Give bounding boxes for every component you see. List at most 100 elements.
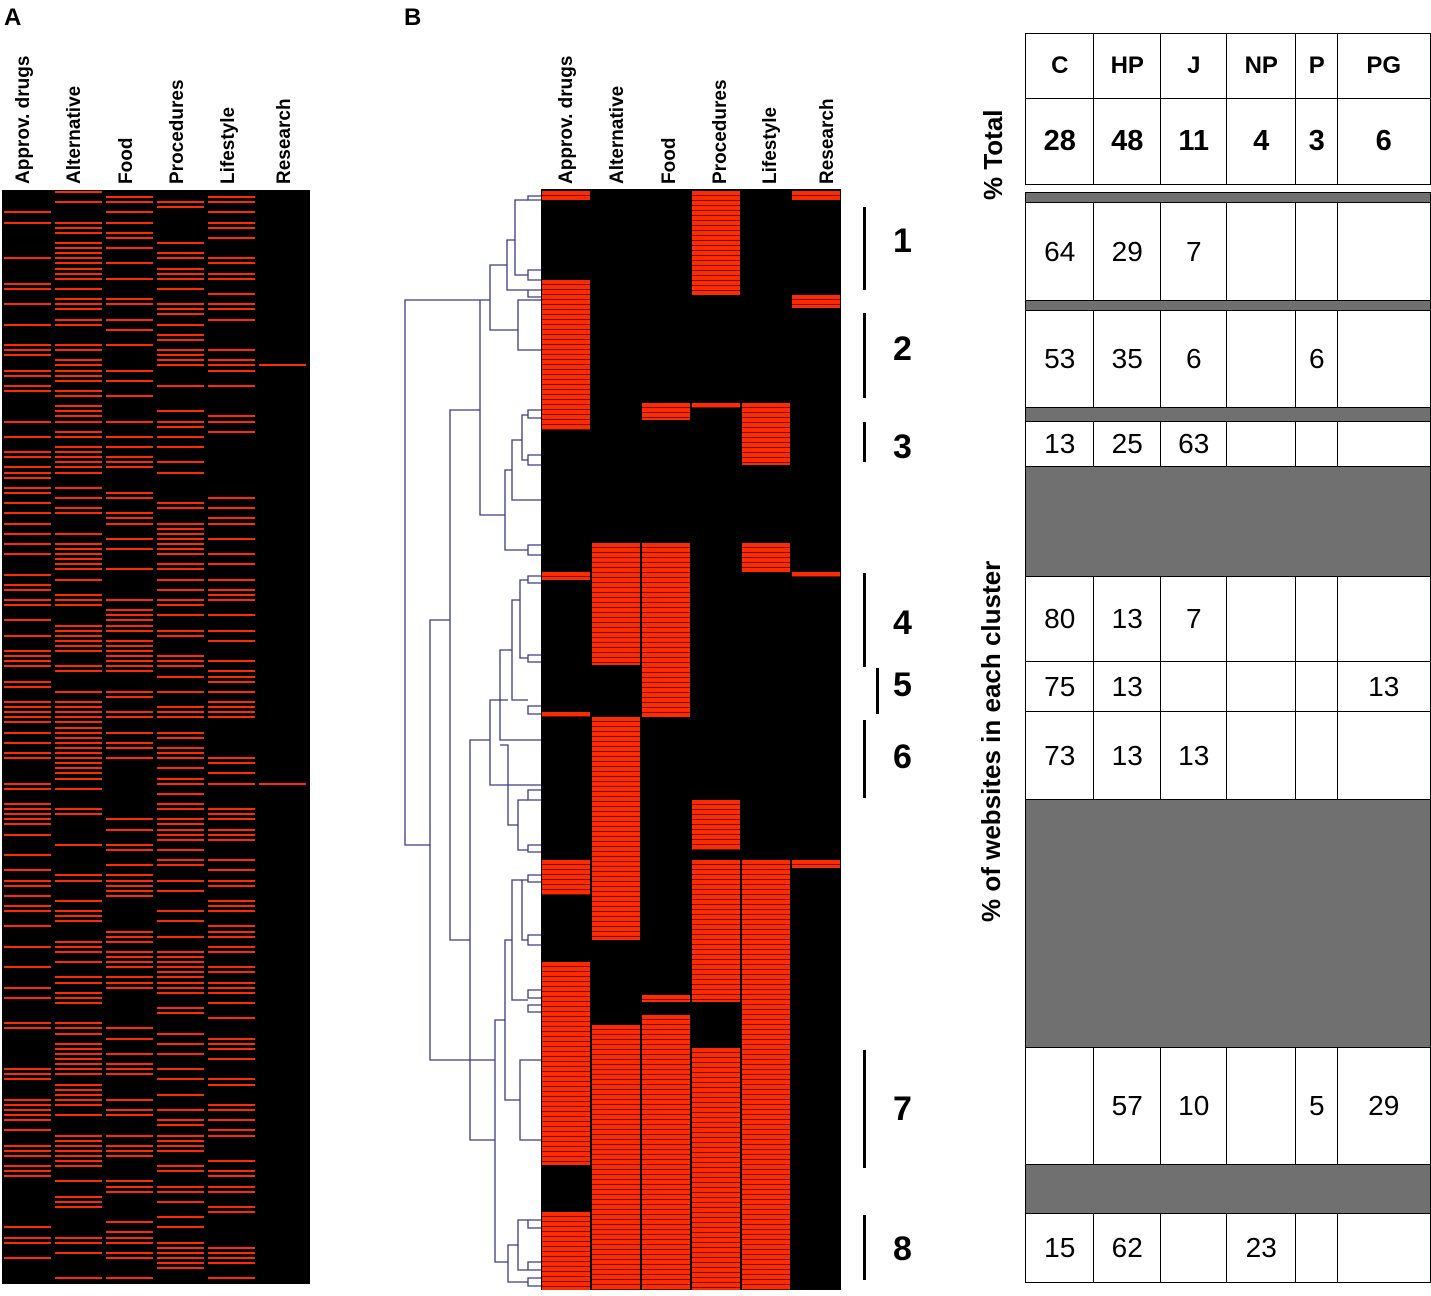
panel-a-cell [157, 1052, 204, 1055]
panel-b-cell-block [692, 1048, 740, 1290]
panel-a-cell [55, 910, 102, 913]
panel-a-cell [106, 231, 153, 234]
panel-a-cell [4, 532, 51, 535]
cluster-number: 6 [893, 738, 912, 776]
panel-a-cell [208, 711, 255, 714]
panel-a-cell [157, 665, 204, 668]
panel-a-cell [55, 879, 102, 882]
panel-a-cell [55, 1052, 102, 1055]
panel-a-cell [55, 456, 102, 459]
panel-a-cell [55, 711, 102, 714]
panel-a-cell [55, 497, 102, 499]
panel-a-cell [157, 252, 204, 255]
panel-a-cell [106, 1052, 153, 1055]
dendrogram-link [527, 934, 541, 946]
panel-a-cell [4, 1027, 51, 1030]
panel-a-cell [157, 966, 204, 969]
panel-a-cell [55, 374, 102, 377]
panel-a-cell [157, 1190, 204, 1193]
panel-a-cell [55, 553, 102, 556]
panel-a-cell [55, 1093, 102, 1096]
panel-a-cell [4, 655, 51, 658]
panel-a-cell [55, 1042, 102, 1045]
panel-a-cell [157, 537, 204, 540]
panel-a-cell [55, 1063, 102, 1066]
panel-a-cell [55, 435, 102, 438]
panel-a-cell [208, 507, 255, 510]
dendrogram-link [527, 269, 541, 281]
panel-a-cell [157, 201, 204, 204]
panel-a-cell [106, 879, 153, 882]
panel-a-cell [208, 945, 255, 948]
panel-a-cell [4, 389, 51, 392]
panel-a-cell [208, 517, 255, 520]
panel-a-cell [157, 614, 204, 617]
panel-a-cell [157, 736, 204, 739]
table-value-cell: 7 [1160, 202, 1228, 302]
table-value-cell [1226, 661, 1297, 713]
panel-a-cell [208, 971, 255, 974]
panel-a-cell [4, 369, 51, 372]
panel-a-cell [208, 1175, 255, 1178]
panel-a-cell [55, 1160, 102, 1162]
panel-a-cell [208, 196, 255, 199]
panel-a-cell [157, 1170, 204, 1173]
panel-a-cell [208, 522, 255, 525]
panel-a-cell [106, 1134, 153, 1137]
panel-b-cell-block [642, 543, 690, 553]
panel-a-cell [157, 287, 204, 290]
panel-a-cell [55, 665, 102, 668]
panel-a-cell [157, 950, 204, 953]
dendrogram-link [521, 414, 528, 461]
panel-a-cell [55, 344, 102, 346]
table-value-cell: 62 [1093, 1213, 1162, 1283]
panel-a-cell [106, 757, 153, 760]
panel-a-cell [208, 1042, 255, 1045]
panel-b-cell-block [542, 191, 590, 200]
panel-a-cell [208, 262, 255, 265]
panel-a-cell [157, 1007, 204, 1009]
panel-b-cell-block [792, 572, 840, 577]
panel-a-cell [55, 762, 102, 765]
panel-a-cell [106, 395, 153, 397]
panel-a-cell [55, 262, 102, 265]
panel-b-row-gap [541, 1165, 591, 1212]
panel-a-cell [208, 690, 255, 693]
panel-a-cell [4, 966, 51, 969]
table-total-cell: 11 [1160, 98, 1228, 185]
panel-a-cell [208, 211, 255, 214]
panel-a-cell [208, 1103, 255, 1106]
panel-a-cell [106, 537, 153, 540]
panel-b-cell-block [742, 543, 790, 572]
cluster-number: 3 [893, 428, 912, 466]
panel-a-cell [4, 374, 51, 377]
panel-a-cell [106, 665, 153, 668]
table-value-cell: 13 [1093, 576, 1162, 663]
table-value-cell [1226, 711, 1297, 801]
panel-b-letter: B [404, 4, 422, 31]
table-header-cell: J [1160, 33, 1228, 100]
panel-a-cell [55, 461, 102, 464]
panel-a-cell [55, 945, 102, 948]
panel-a-cell [106, 1109, 153, 1111]
panel-a-cell [55, 226, 102, 229]
panel-a-cell [55, 1200, 102, 1203]
panel-a-cell [106, 986, 153, 989]
panel-b-cell-block [542, 280, 590, 430]
panel-a-cell [4, 1241, 51, 1244]
panel-a-cell [4, 945, 51, 948]
panel-a-cell [106, 1277, 153, 1280]
panel-a-cell [55, 410, 102, 413]
cluster-number: 8 [893, 1230, 912, 1268]
dendrogram-link [521, 879, 528, 941]
panel-a-cell [4, 1144, 51, 1147]
panel-a-cell [208, 553, 255, 556]
panel-a-cell [55, 1139, 102, 1142]
panel-a-cell [55, 389, 102, 392]
panel-a-cell [4, 818, 51, 821]
dendrogram-link [489, 264, 518, 331]
panel-a-cell [4, 1175, 51, 1178]
panel-b-cell-block [642, 553, 690, 717]
panel-a-cell [259, 782, 306, 785]
panel-a-cell [208, 950, 255, 953]
